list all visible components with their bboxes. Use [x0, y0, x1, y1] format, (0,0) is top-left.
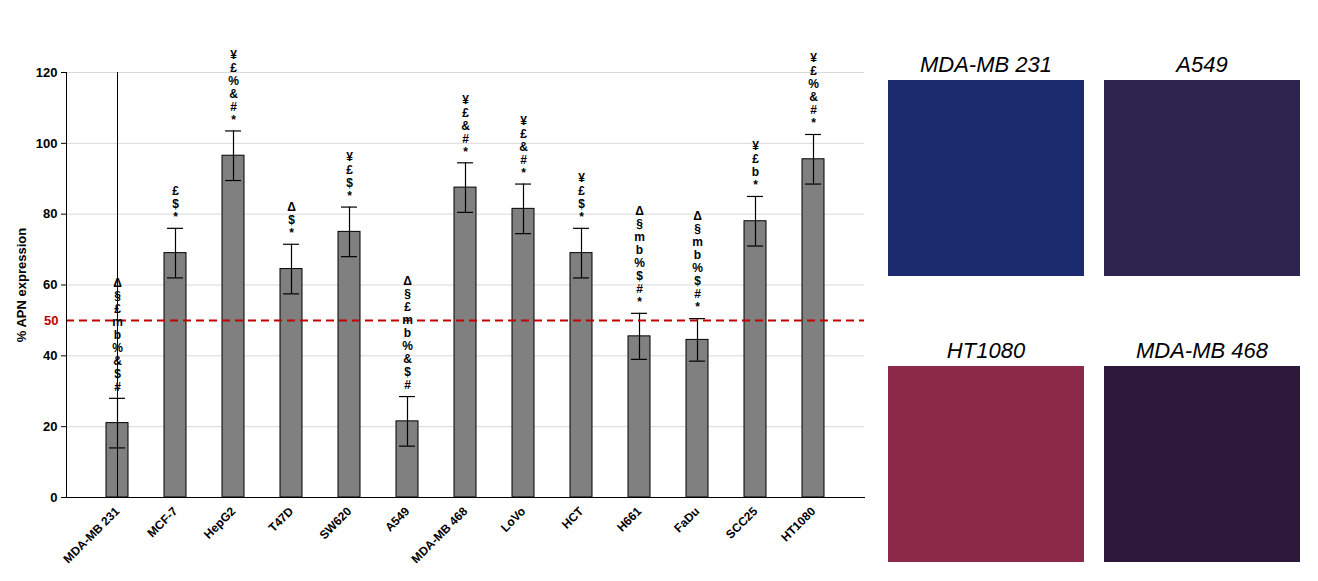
svg-text:&: & [519, 140, 528, 154]
svg-text:%: % [634, 256, 645, 270]
svg-text:HepG2: HepG2 [201, 504, 238, 541]
svg-text:¥: ¥ [810, 51, 817, 65]
svg-text:#: # [462, 132, 469, 146]
html-text:A549: A549 [1176, 52, 1228, 77]
svg-text:Δ: Δ [113, 276, 122, 291]
svg-text:¥: ¥ [346, 150, 353, 164]
svg-text:&: & [403, 352, 412, 366]
svg-text:*: * [347, 189, 352, 203]
svg-text:LoVo: LoVo [498, 504, 528, 534]
svg-text:100: 100 [36, 135, 58, 150]
svg-text:£: £ [404, 300, 411, 314]
svg-text:m: m [634, 230, 645, 244]
svg-text:0: 0 [50, 490, 57, 505]
svg-text:$: $ [404, 365, 411, 379]
svg-text:%: % [228, 74, 239, 88]
svg-text:50: 50 [44, 313, 58, 328]
svg-text:*: * [463, 145, 468, 159]
svg-text:Δ: Δ [693, 209, 702, 223]
svg-text:£: £ [810, 64, 817, 78]
svg-text:¥: ¥ [578, 171, 585, 185]
svg-text:#: # [404, 378, 411, 392]
svg-text:60: 60 [43, 277, 57, 292]
svg-text:£: £ [520, 127, 527, 141]
svg-text:% APN expression: % APN expression [14, 228, 29, 342]
svg-text:HT1080: HT1080 [778, 504, 818, 544]
svg-text:#: # [810, 103, 817, 117]
svg-text:MDA-MB 231: MDA-MB 231 [61, 504, 123, 566]
svg-text:£: £ [230, 61, 237, 75]
svg-text:&: & [229, 87, 238, 101]
svg-text:¥: ¥ [462, 93, 469, 107]
svg-text:m: m [112, 315, 123, 330]
svg-text:SW620: SW620 [317, 504, 355, 542]
svg-text:£: £ [172, 184, 179, 198]
svg-text:*: * [637, 295, 642, 309]
svg-text:£: £ [578, 184, 585, 198]
svg-text:MCF-7: MCF-7 [145, 504, 181, 540]
svg-text:120: 120 [36, 65, 58, 80]
svg-text:SCC25: SCC25 [723, 504, 760, 541]
svg-text:¥: ¥ [230, 48, 237, 62]
svg-text:$: $ [172, 197, 179, 211]
svg-text:#: # [694, 287, 701, 301]
svg-text:Δ: Δ [635, 204, 644, 218]
svg-text:$: $ [288, 213, 295, 227]
svg-text:*: * [521, 166, 526, 180]
svg-text:m: m [402, 313, 413, 327]
svg-text:%: % [402, 339, 413, 353]
svg-text:§: § [636, 217, 643, 231]
svg-text:H661: H661 [614, 504, 644, 534]
svg-text:b: b [113, 328, 122, 343]
svg-text:*: * [231, 113, 236, 127]
svg-text:£: £ [462, 106, 469, 120]
svg-text:A549: A549 [382, 504, 412, 534]
svg-text:HCT: HCT [559, 504, 587, 532]
svg-text:¥: ¥ [752, 139, 759, 153]
svg-text:¥: ¥ [520, 114, 527, 128]
svg-text:*: * [579, 210, 584, 224]
svg-text:20: 20 [43, 419, 57, 434]
svg-text:$: $ [578, 197, 585, 211]
svg-text:*: * [173, 210, 178, 224]
svg-text:#: # [636, 282, 643, 296]
svg-text:£: £ [346, 163, 353, 177]
svg-text:b: b [752, 165, 759, 179]
svg-text:£: £ [752, 152, 759, 166]
svg-text:m: m [692, 235, 703, 249]
svg-text:#: # [230, 100, 237, 114]
svg-text:Δ: Δ [287, 200, 296, 214]
svg-text:*: * [753, 178, 758, 192]
svg-text:MDA-MB 468: MDA-MB 468 [409, 504, 471, 566]
svg-text:&: & [809, 90, 818, 104]
svg-text:$: $ [694, 274, 701, 288]
html-text:MDA-MB 468: MDA-MB 468 [1136, 337, 1268, 363]
svg-text:b: b [636, 243, 643, 257]
svg-text:80: 80 [43, 206, 57, 221]
svg-text:$: $ [636, 269, 643, 283]
svg-text:*: * [811, 116, 816, 130]
svg-text:*: * [289, 226, 294, 240]
html-text:MDA-MB 231: MDA-MB 231 [920, 52, 1052, 77]
html-text:HT1080: HT1080 [946, 337, 1026, 363]
svg-text:§: § [404, 287, 411, 301]
svg-text:&: & [461, 119, 470, 133]
svg-text:Δ: Δ [403, 274, 412, 288]
svg-text:*: * [695, 300, 700, 314]
svg-text:$: $ [346, 176, 353, 190]
svg-text:40: 40 [43, 348, 57, 363]
svg-text:b: b [404, 326, 411, 340]
svg-text:T47D: T47D [266, 504, 297, 535]
svg-text:%: % [808, 77, 819, 91]
svg-text:#: # [520, 153, 527, 167]
svg-text:%: % [692, 261, 703, 275]
svg-text:b: b [694, 248, 701, 262]
svg-text:§: § [694, 222, 701, 236]
svg-text:FaDu: FaDu [671, 504, 702, 535]
